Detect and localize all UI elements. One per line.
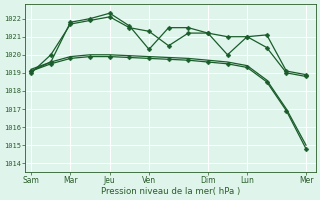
X-axis label: Pression niveau de la mer( hPa ): Pression niveau de la mer( hPa ) [101, 187, 240, 196]
